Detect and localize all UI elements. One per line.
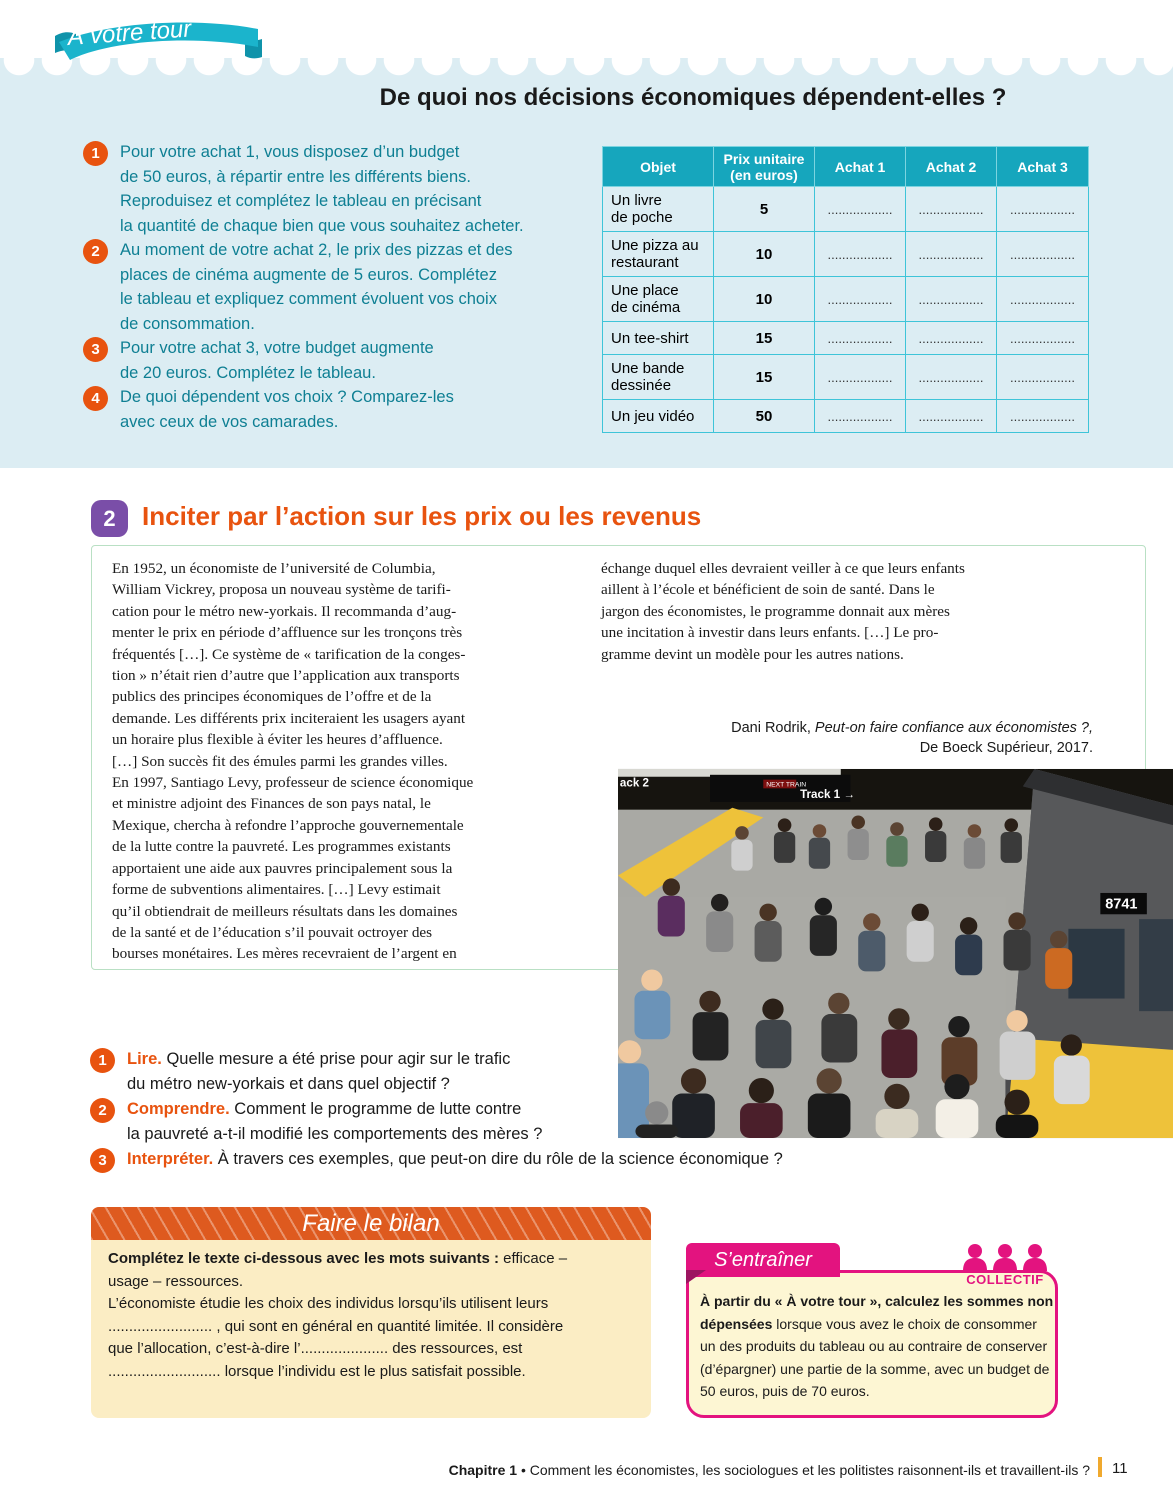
svg-text:ack 2: ack 2 — [620, 776, 649, 789]
svg-text:8741: 8741 — [1105, 896, 1137, 912]
svg-text:Track 1 →: Track 1 → — [800, 788, 855, 801]
